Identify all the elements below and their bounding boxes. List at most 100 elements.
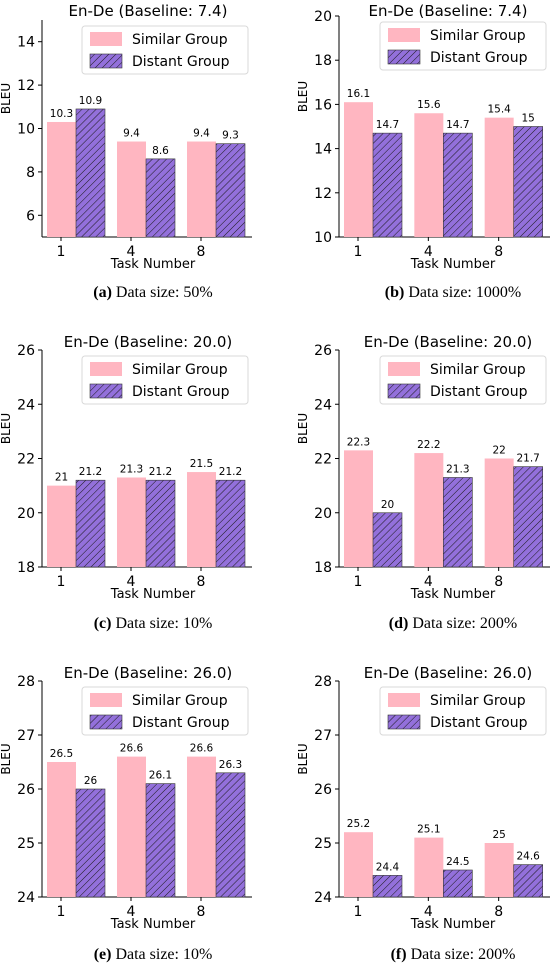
data-label-distant-8: 21.7 [516,453,539,465]
x-tick-label: 1 [57,574,66,590]
caption-text: Data size: 10% [115,615,212,632]
chart-panel-f: En-De (Baseline: 26.0) 24 25 26 27 28 BLEU 25.2… [296,664,550,963]
legend-similar-label: Similar Group [430,28,526,44]
caption-text: Data size: 1000% [408,284,521,301]
bar-similar-1 [344,102,373,237]
legend-box [379,21,547,71]
bar-similar-4 [117,477,146,567]
x-tick-label: 4 [424,574,433,590]
data-label-similar-4: 9.4 [123,128,140,140]
legend-distant-swatch [387,383,421,399]
chart-title: En-De (Baseline: 20.0) [364,333,532,351]
legend-distant-swatch [89,714,123,730]
caption-text: Data size: 50% [116,284,213,301]
y-tick-label: 27 [314,728,332,744]
y-tick-label: 16 [314,97,332,113]
y-tick-label: 12 [314,186,332,202]
chart-title: En-De (Baseline: 7.4) [69,2,228,20]
legend-distant-swatch [387,49,421,65]
y-tick-label: 24 [17,397,35,413]
data-label-distant-4: 8.6 [152,145,169,157]
caption-text: Data size: 200% [411,946,516,963]
bar-similar-4 [414,453,444,567]
data-label-distant-8: 24.6 [516,851,540,863]
x-tick-label: 8 [197,574,206,590]
bar-distant-4 [145,479,176,568]
data-label-distant-1: 26 [84,775,98,787]
x-tick-label: 8 [494,904,503,920]
caption-tag: (a) [93,284,116,301]
data-label-distant-4: 21.2 [149,466,172,478]
data-label-similar-1: 26.5 [50,748,73,760]
chart-title: En-De (Baseline: 20.0) [64,333,232,351]
data-label-similar-8: 15.4 [487,104,511,116]
data-label-similar-8: 25 [492,829,505,841]
legend-box [81,686,249,736]
x-axis-label: Task Number [410,587,496,602]
caption-tag: (b) [385,284,409,301]
x-tick-label: 1 [354,244,363,260]
data-label-distant-1: 24.4 [376,861,400,873]
y-tick-label: 12 [17,78,35,94]
data-label-similar-1: 10.3 [50,108,73,120]
y-tick-label: 14 [17,35,35,51]
bar-similar-8 [187,472,216,567]
bar-similar-4 [117,756,146,897]
caption-tag: (d) [389,615,413,632]
x-tick-label: 8 [197,244,206,260]
caption-text: Data size: 200% [412,615,517,632]
caption-tag: (f) [391,946,411,963]
legend-box [379,355,547,405]
x-tick-label: 4 [127,574,136,590]
legend-distant-swatch [89,383,123,399]
legend-similar-label: Similar Group [132,362,228,378]
bar-distant-1 [75,108,106,238]
bar-distant-4 [145,783,176,898]
legend-distant-swatch [387,714,421,730]
legend-similar-swatch [388,28,420,42]
legend-similar-swatch [90,32,122,46]
y-tick-label: 20 [314,506,332,522]
y-tick-label: 18 [314,560,332,576]
y-tick-label: 26 [314,782,332,798]
bar-similar-1 [344,450,373,567]
legend-distant-swatch [89,53,123,69]
x-tick-label: 4 [127,904,136,920]
data-label-similar-8: 9.4 [193,128,210,140]
bar-distant-1 [372,512,403,568]
data-label-similar-1: 16.1 [347,88,370,100]
bar-distant-8 [215,479,246,568]
caption-tag: (e) [94,946,116,963]
bar-similar-1 [47,485,76,567]
y-tick-label: 25 [314,836,332,852]
legend-box [81,25,249,75]
x-tick-label: 4 [127,244,136,260]
data-label-similar-4: 15.6 [417,99,441,111]
x-tick-label: 4 [424,244,433,260]
panel-caption: (b) Data size: 1000% [385,284,521,301]
y-axis-label: BLEU [0,413,13,444]
data-label-distant-1: 21.2 [79,466,102,478]
x-axis-label: Task Number [110,917,196,932]
bar-distant-4 [443,477,473,568]
y-tick-label: 18 [314,53,332,69]
y-tick-label: 22 [17,452,35,468]
bar-similar-8 [187,141,216,237]
data-label-distant-8: 15 [521,113,534,125]
data-label-distant-8: 26.3 [219,759,242,771]
y-tick-label: 20 [314,9,332,25]
data-label-distant-4: 26.1 [149,770,172,782]
data-label-distant-8: 9.3 [222,130,239,142]
legend-box [81,355,249,405]
x-tick-label: 8 [494,244,503,260]
legend-similar-label: Similar Group [430,362,526,378]
bar-distant-4 [145,158,176,238]
x-axis-label: Task Number [110,587,196,602]
data-label-distant-4: 24.5 [446,856,469,868]
y-tick-label: 26 [314,343,332,359]
data-label-similar-4: 21.3 [120,463,143,475]
